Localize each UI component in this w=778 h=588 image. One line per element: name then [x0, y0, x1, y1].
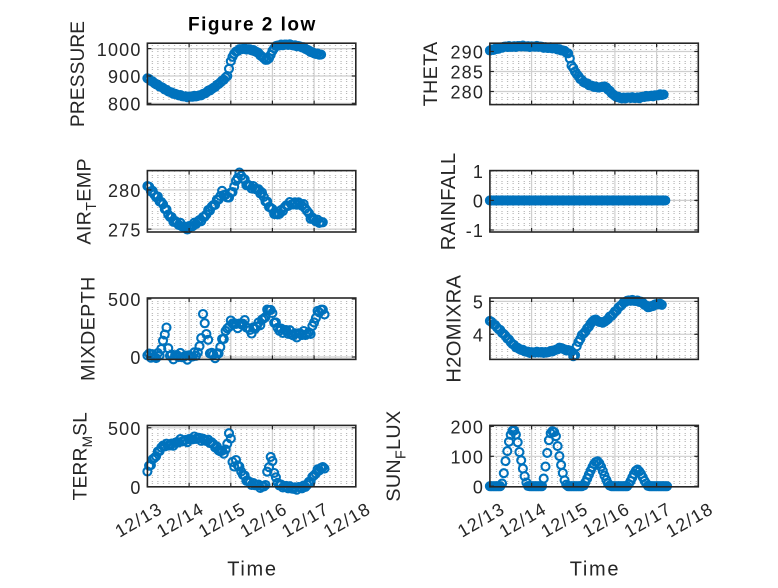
svg-text:H2OMIXRA: H2OMIXRA — [444, 275, 466, 383]
svg-text:-1: -1 — [466, 221, 484, 241]
svg-text:THETA: THETA — [420, 41, 442, 106]
svg-text:500: 500 — [108, 290, 142, 310]
svg-text:100: 100 — [450, 448, 484, 468]
svg-text:Time: Time — [570, 559, 621, 581]
svg-text:280: 280 — [108, 181, 142, 201]
svg-text:AIRTEMP: AIRTEMP — [74, 158, 101, 245]
svg-text:1000: 1000 — [97, 40, 142, 60]
svg-text:800: 800 — [108, 95, 142, 115]
svg-text:4: 4 — [473, 326, 484, 346]
svg-text:PRESSURE: PRESSURE — [68, 21, 89, 127]
svg-text:RAINFALL: RAINFALL — [438, 152, 460, 250]
svg-text:0: 0 — [473, 477, 484, 497]
svg-text:900: 900 — [108, 67, 142, 87]
svg-text:275: 275 — [108, 220, 142, 240]
svg-text:0: 0 — [473, 192, 484, 212]
svg-text:0: 0 — [130, 348, 141, 368]
svg-text:Figure 2 low: Figure 2 low — [188, 15, 317, 36]
svg-text:TERRMSL: TERRMSL — [71, 412, 95, 500]
svg-text:290: 290 — [450, 43, 484, 63]
svg-text:280: 280 — [450, 83, 484, 103]
svg-text:285: 285 — [450, 63, 484, 83]
svg-text:SUNFLUX: SUNFLUX — [383, 411, 410, 502]
svg-text:200: 200 — [450, 418, 484, 438]
svg-text:5: 5 — [473, 293, 484, 313]
svg-text:1: 1 — [473, 162, 484, 182]
svg-text:Time: Time — [227, 559, 278, 581]
svg-text:MIXDEPTH: MIXDEPTH — [78, 276, 100, 381]
svg-text:0: 0 — [130, 478, 141, 498]
svg-text:500: 500 — [108, 419, 142, 439]
